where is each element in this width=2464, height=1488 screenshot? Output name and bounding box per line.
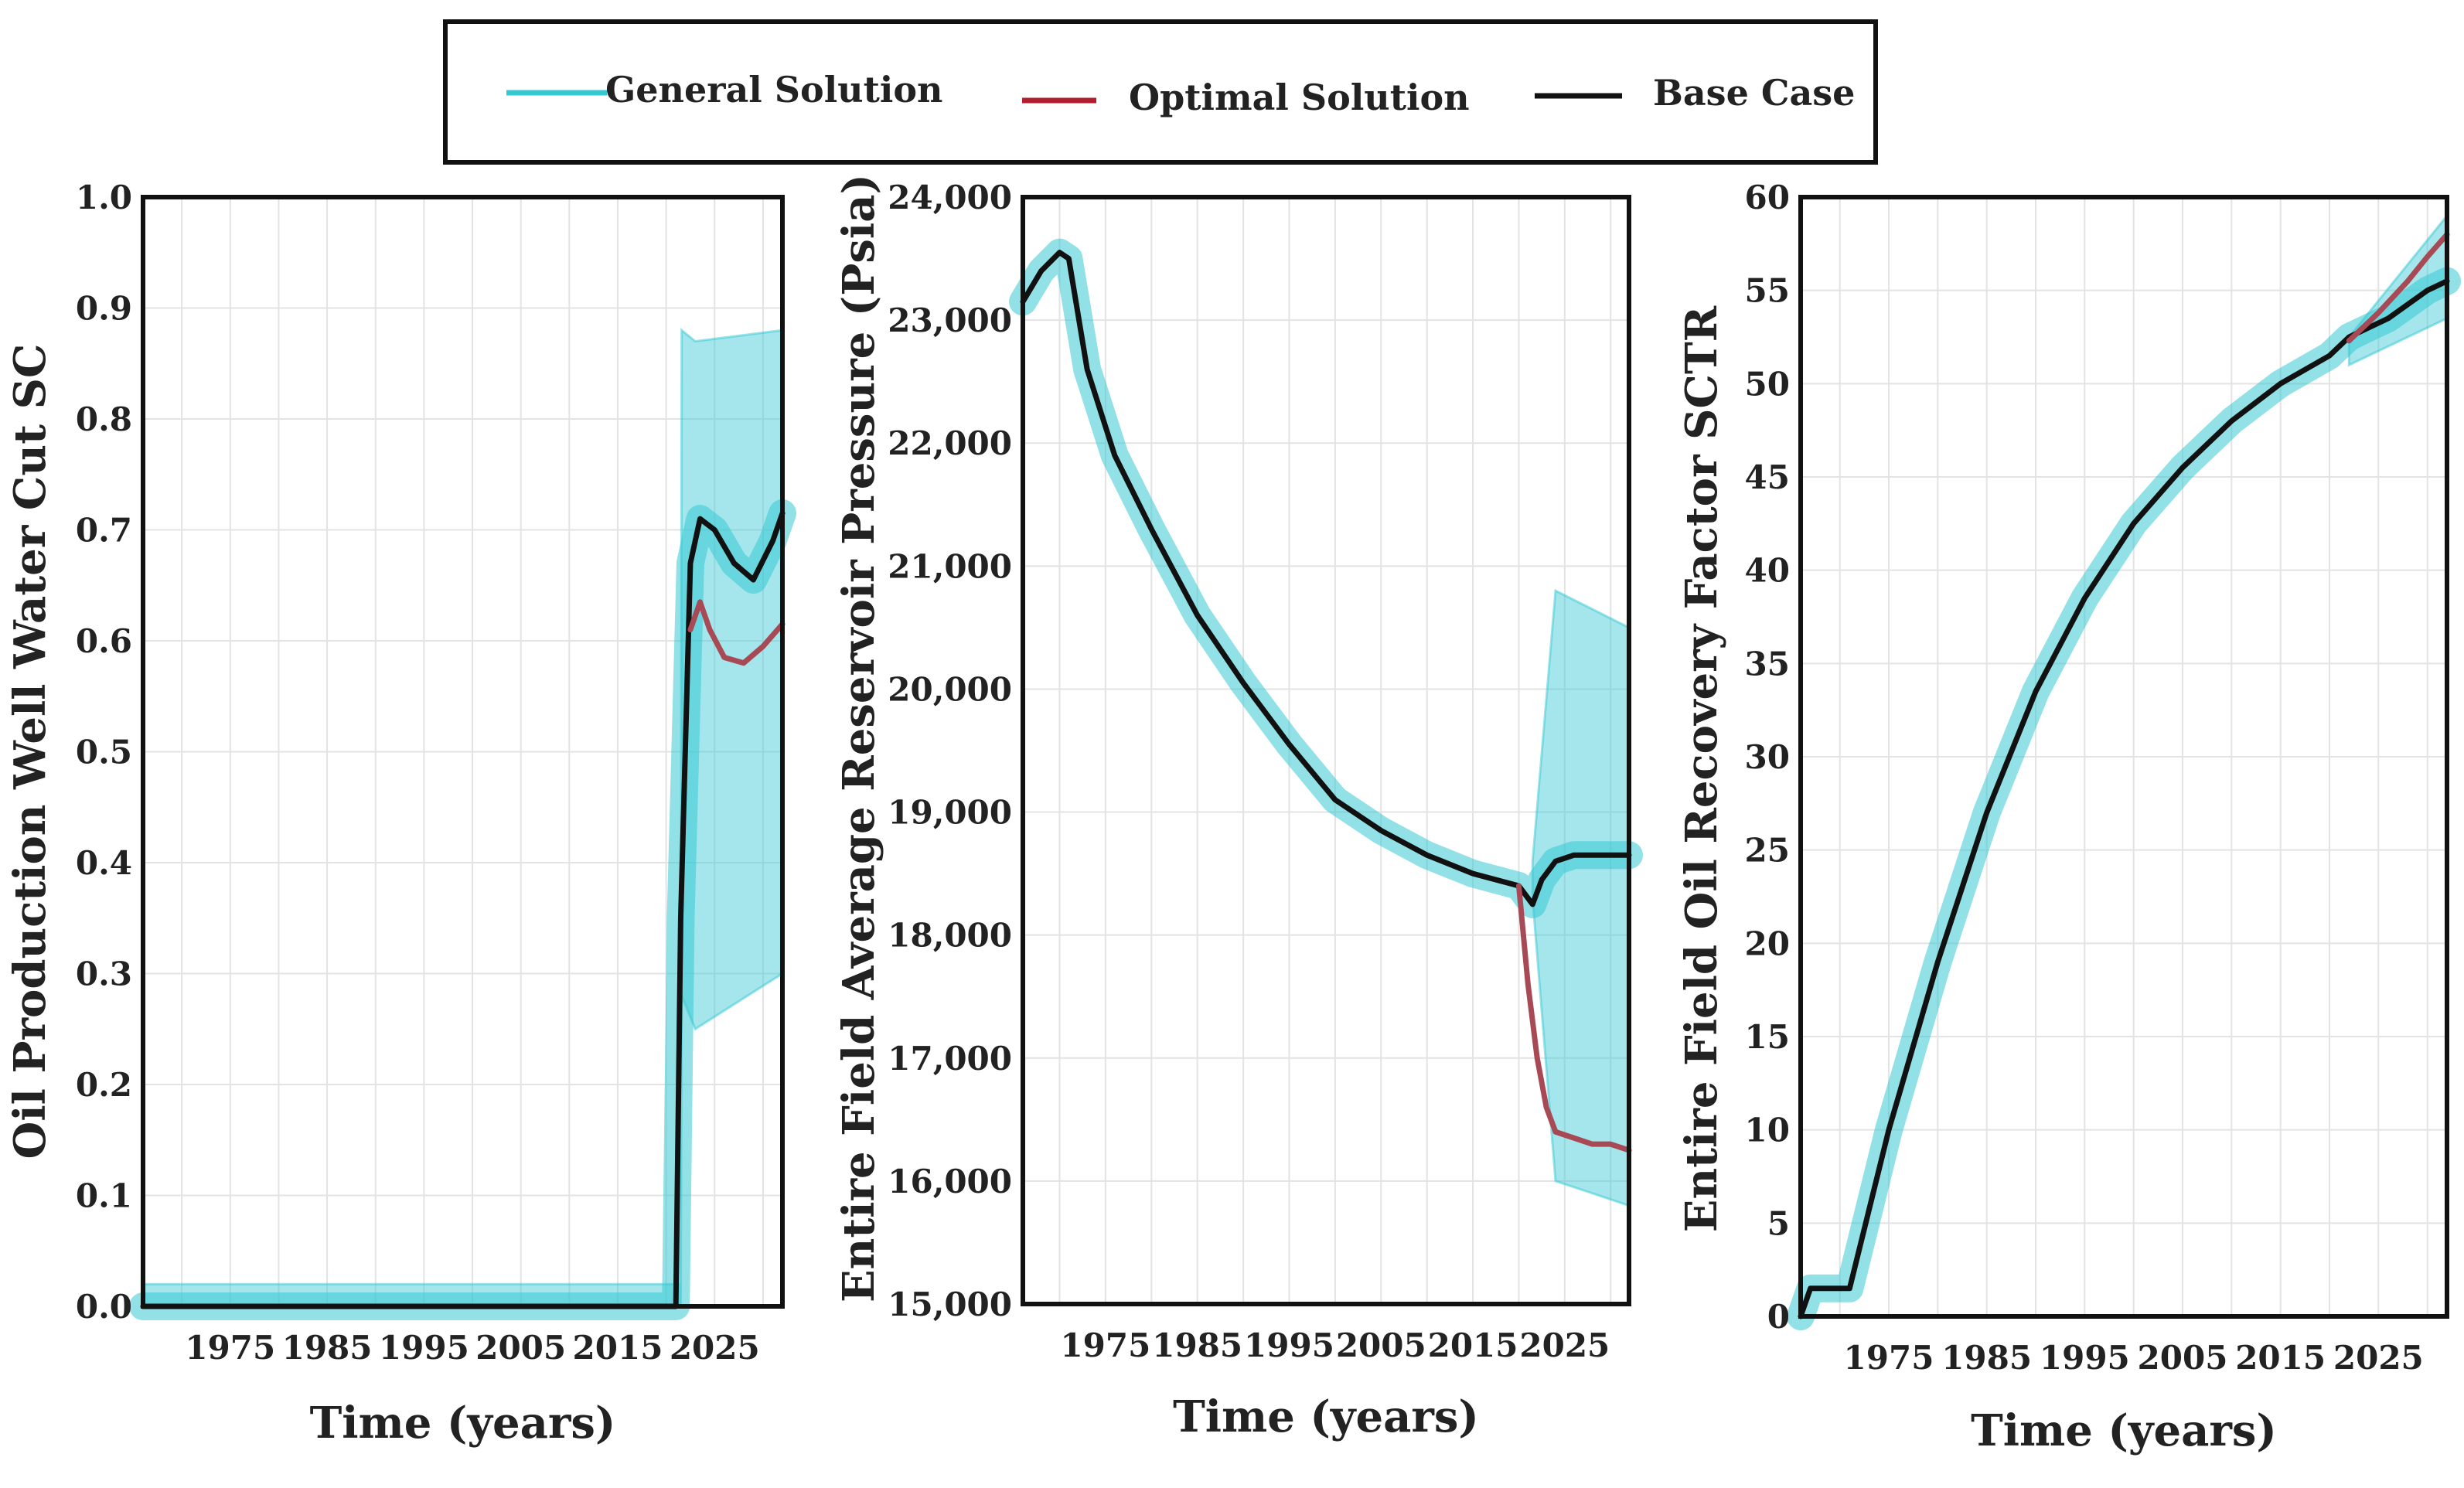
y-tick-label: 1.0	[76, 179, 132, 216]
x-tick-label: 2005	[2138, 1339, 2228, 1377]
x-tick-label: 1995	[379, 1329, 469, 1367]
y-tick-label: 50	[1745, 365, 1790, 403]
y-tick-label: 22,000	[888, 424, 1012, 462]
legend-box	[443, 19, 1878, 165]
y-tick-label: 5	[1767, 1204, 1790, 1242]
y-tick-label: 0.1	[76, 1177, 132, 1215]
y-tick-label: 17,000	[888, 1040, 1012, 1078]
base-case-line	[1020, 250, 1632, 907]
y-tick-label: 10	[1745, 1112, 1790, 1149]
y-tick-label: 15,000	[888, 1285, 1012, 1323]
plot-frame	[1021, 195, 1631, 1306]
base-case-line	[140, 510, 786, 1309]
x-tick-label: 2015	[1428, 1326, 1518, 1364]
x-tick-label: 2025	[1519, 1326, 1610, 1364]
plot-frame	[1798, 195, 2449, 1319]
y-tick-label: 0	[1767, 1298, 1790, 1336]
optimal-solution-line	[2346, 231, 2450, 344]
legend-label: Optimal Solution	[1129, 77, 1470, 118]
y-tick-label: 0.8	[76, 400, 132, 438]
reservoir-pressure-chart: 15,000 16,000 17,000 18,000 19,000 20,000 21,0…	[833, 174, 1643, 1442]
plot-frame	[141, 195, 785, 1309]
x-tick-label: 1985	[1152, 1326, 1242, 1364]
y-axis-label: Entire Field Oil Recovery Factor SCTR	[1676, 305, 1727, 1232]
y-tick-label: 15	[1745, 1018, 1790, 1056]
y-tick-label: 19,000	[888, 794, 1012, 832]
y-tick-label: 0.5	[76, 734, 132, 771]
y-tick-label: 55	[1745, 272, 1790, 310]
y-tick-label: 0.3	[76, 955, 132, 993]
x-tick-label: 2005	[1336, 1326, 1426, 1364]
optimal-solution-line	[1515, 883, 1632, 1153]
y-tick-label: 0.4	[76, 844, 132, 882]
x-tick-label: 2015	[2235, 1339, 2326, 1377]
y-tick-label: 25	[1745, 832, 1790, 870]
optimal-solution-line	[687, 599, 786, 666]
x-tick-label: 1975	[1060, 1326, 1150, 1364]
y-tick-label: 0.9	[76, 290, 132, 328]
x-axis-label: Time (years)	[1971, 1405, 2277, 1456]
water-cut-chart: 0.0 0.1 0.2 0.3 0.4 0.5 0.6 0.7 0.8 0.9 1.0 1975 198…	[5, 179, 796, 1449]
x-tick-label: 1985	[282, 1329, 373, 1367]
x-tick-label: 1975	[1844, 1339, 1934, 1377]
y-tick-label: 21,000	[888, 547, 1012, 585]
x-tick-label: 1995	[2040, 1339, 2130, 1377]
y-tick-label: 16,000	[888, 1163, 1012, 1200]
legend: General Solution Optimal Solution Base Cas…	[443, 19, 1878, 165]
y-tick-label: 30	[1745, 738, 1790, 776]
y-axis-label: Oil Production Well Water Cut SC	[5, 344, 56, 1159]
x-tick-label: 2015	[573, 1329, 663, 1367]
x-axis-label: Time (years)	[1173, 1391, 1479, 1442]
x-tick-label: 1985	[1941, 1339, 2032, 1377]
y-tick-label: 24,000	[888, 179, 1012, 216]
y-tick-label: 20,000	[888, 670, 1012, 708]
y-tick-label: 0.0	[76, 1288, 132, 1326]
x-tick-label: 2025	[2333, 1339, 2424, 1377]
y-tick-label: 40	[1745, 552, 1790, 590]
y-tick-label: 60	[1745, 179, 1790, 216]
x-tick-label: 2005	[475, 1329, 566, 1367]
y-tick-label: 0.7	[76, 512, 132, 550]
x-axis-label: Time (years)	[310, 1398, 616, 1449]
y-tick-label: 0.2	[76, 1066, 132, 1104]
y-tick-label: 20	[1745, 924, 1790, 962]
y-tick-label: 45	[1745, 458, 1790, 496]
legend-label: Base Case	[1653, 72, 1855, 114]
x-tick-label: 1975	[185, 1329, 275, 1367]
y-tick-label: 18,000	[888, 917, 1012, 955]
y-tick-label: 35	[1745, 645, 1790, 683]
y-axis-label: Entire Field Average Reservoir Pressure …	[833, 174, 884, 1302]
x-tick-label: 1995	[1244, 1326, 1334, 1364]
legend-label: General Solution	[605, 69, 942, 111]
y-tick-label: 0.6	[76, 622, 132, 660]
y-tick-label: 23,000	[888, 301, 1012, 339]
plot-area	[1023, 197, 1629, 1304]
x-tick-label: 2025	[670, 1329, 760, 1367]
